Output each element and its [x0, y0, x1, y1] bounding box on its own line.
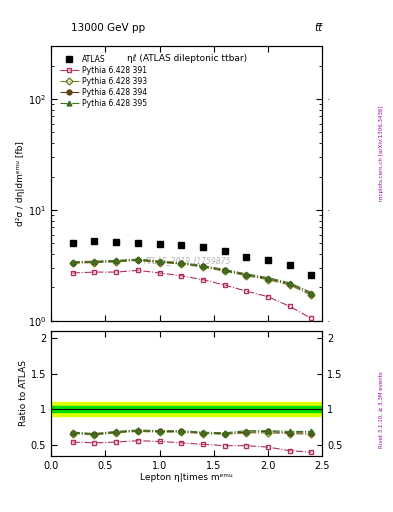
- Legend: ATLAS, Pythia 6.428 391, Pythia 6.428 393, Pythia 6.428 394, Pythia 6.428 395: ATLAS, Pythia 6.428 391, Pythia 6.428 39…: [58, 53, 149, 110]
- Pythia 6.428 391: [136, 267, 140, 273]
- Pythia 6.428 394: [70, 260, 75, 266]
- Pythia 6.428 393: [179, 261, 184, 267]
- Line: Pythia 6.428 395: Pythia 6.428 395: [70, 257, 314, 295]
- Text: tt̅: tt̅: [314, 23, 322, 33]
- Pythia 6.428 393: [200, 264, 205, 270]
- Pythia 6.428 394: [157, 259, 162, 265]
- Pythia 6.428 393: [136, 258, 140, 264]
- Pythia 6.428 394: [200, 263, 205, 269]
- Pythia 6.428 391: [244, 288, 249, 294]
- Pythia 6.428 393: [287, 282, 292, 288]
- Pythia 6.428 394: [114, 258, 119, 264]
- Bar: [51, 407, 322, 412]
- Pythia 6.428 394: [136, 257, 140, 263]
- ATLAS: [92, 238, 97, 244]
- Pythia 6.428 393: [309, 292, 314, 298]
- Pythia 6.428 395: [266, 274, 270, 281]
- Pythia 6.428 395: [222, 266, 227, 272]
- Pythia 6.428 391: [222, 282, 227, 288]
- Text: 13000 GeV pp: 13000 GeV pp: [71, 23, 145, 33]
- Pythia 6.428 395: [70, 259, 75, 265]
- Pythia 6.428 393: [244, 273, 249, 279]
- X-axis label: Lepton η|times mᵉᵐᵘ: Lepton η|times mᵉᵐᵘ: [140, 473, 233, 482]
- Pythia 6.428 395: [179, 260, 184, 266]
- Text: ATLAS_2019_I1759875: ATLAS_2019_I1759875: [143, 256, 230, 265]
- Pythia 6.428 391: [157, 270, 162, 276]
- Pythia 6.428 394: [244, 272, 249, 278]
- Pythia 6.428 394: [222, 267, 227, 273]
- Pythia 6.428 395: [287, 280, 292, 286]
- ATLAS: [287, 262, 292, 268]
- Pythia 6.428 391: [179, 273, 184, 279]
- Pythia 6.428 395: [136, 256, 140, 262]
- Pythia 6.428 393: [222, 268, 227, 274]
- Pythia 6.428 394: [179, 260, 184, 266]
- Text: Rivet 3.1.10, ≥ 3.3M events: Rivet 3.1.10, ≥ 3.3M events: [379, 371, 384, 448]
- Pythia 6.428 394: [266, 275, 270, 282]
- Pythia 6.428 391: [92, 269, 97, 275]
- Text: mcplots.cern.ch [arXiv:1306.3436]: mcplots.cern.ch [arXiv:1306.3436]: [379, 106, 384, 201]
- Pythia 6.428 395: [114, 258, 119, 264]
- Pythia 6.428 391: [266, 293, 270, 300]
- Pythia 6.428 393: [114, 259, 119, 265]
- Pythia 6.428 394: [92, 259, 97, 265]
- Y-axis label: Ratio to ATLAS: Ratio to ATLAS: [19, 360, 28, 426]
- ATLAS: [136, 240, 140, 246]
- Text: ηℓ (ATLAS dileptonic ttbar): ηℓ (ATLAS dileptonic ttbar): [127, 54, 247, 63]
- Y-axis label: d²σ / dη|dmᵉᵐᵘ [fb]: d²σ / dη|dmᵉᵐᵘ [fb]: [16, 141, 25, 226]
- Pythia 6.428 393: [70, 260, 75, 266]
- Bar: [51, 402, 322, 416]
- Pythia 6.428 391: [287, 303, 292, 309]
- Pythia 6.428 395: [92, 258, 97, 264]
- Pythia 6.428 391: [309, 315, 314, 322]
- ATLAS: [266, 258, 270, 264]
- Pythia 6.428 393: [92, 260, 97, 266]
- ATLAS: [114, 239, 119, 245]
- Pythia 6.428 391: [114, 269, 119, 275]
- Pythia 6.428 395: [200, 263, 205, 269]
- Pythia 6.428 391: [70, 270, 75, 276]
- Pythia 6.428 395: [309, 289, 314, 295]
- Pythia 6.428 395: [244, 271, 249, 277]
- ATLAS: [309, 272, 314, 278]
- ATLAS: [179, 242, 184, 248]
- ATLAS: [222, 247, 227, 253]
- Pythia 6.428 393: [266, 276, 270, 283]
- Line: ATLAS: ATLAS: [69, 238, 315, 278]
- Line: Pythia 6.428 394: Pythia 6.428 394: [70, 258, 314, 296]
- ATLAS: [157, 241, 162, 247]
- Line: Pythia 6.428 393: Pythia 6.428 393: [70, 258, 314, 297]
- ATLAS: [244, 253, 249, 260]
- Pythia 6.428 395: [157, 258, 162, 264]
- Line: Pythia 6.428 391: Pythia 6.428 391: [70, 268, 314, 321]
- Pythia 6.428 394: [287, 281, 292, 287]
- Pythia 6.428 393: [157, 260, 162, 266]
- ATLAS: [70, 240, 75, 246]
- ATLAS: [200, 244, 205, 250]
- Pythia 6.428 391: [200, 276, 205, 283]
- Pythia 6.428 394: [309, 291, 314, 297]
